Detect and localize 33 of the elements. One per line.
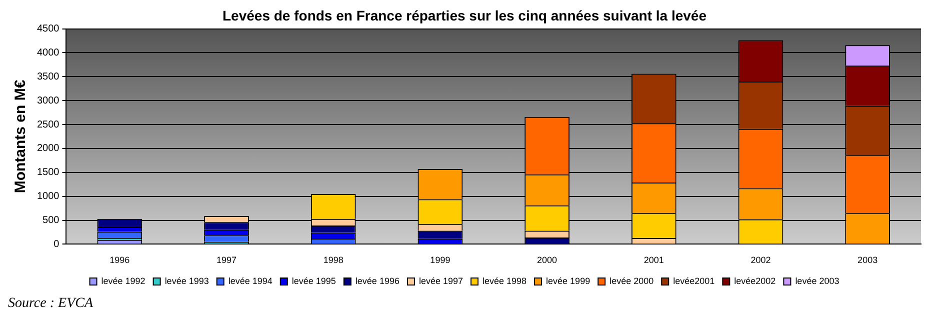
legend-label: levée 1996 [355,276,400,286]
legend-label: levée 1998 [482,276,527,286]
x-tick-label: 1997 [216,255,237,266]
legend-label: levée 1993 [164,276,209,286]
y-tick-label: 500 [42,215,60,226]
x-tick-label: 2002 [750,255,771,266]
x-tick-label: 1996 [110,255,130,266]
legend-label: levée 1997 [418,276,464,286]
x-tick-label: 2000 [537,255,558,266]
y-axis-title: Montants en M€ [12,79,30,194]
legend-label: levée2002 [734,276,776,286]
x-tick-label: 1999 [430,255,450,266]
source-note: Source : EVCA [8,296,94,312]
x-tick-label: 1998 [323,255,344,266]
y-tick-label: 4500 [36,24,60,35]
legend-label: levée 1999 [546,276,590,286]
y-tick-label: 2000 [36,143,60,154]
legend-label: levée 2003 [795,276,840,286]
legend-label: levée2001 [673,276,715,286]
y-tick-label: 1500 [36,167,60,178]
legend-label: levée 1992 [101,276,146,286]
y-tick-label: 4000 [36,47,60,58]
legend-label: levée 1995 [292,276,336,286]
chart-title: Levées de fonds en France réparties sur les cinq années suivant la levée [222,7,707,24]
y-tick-label: 0 [54,238,60,250]
y-tick-label: 1000 [36,191,60,202]
y-tick-label: 3000 [36,95,60,106]
legend-label: levée 2000 [610,276,654,286]
y-tick-label: 2500 [36,119,60,130]
legend-label: levée 1994 [228,276,272,286]
x-tick-label: 2001 [644,255,664,266]
y-tick-label: 3500 [36,71,60,82]
x-tick-label: 2003 [858,255,878,266]
